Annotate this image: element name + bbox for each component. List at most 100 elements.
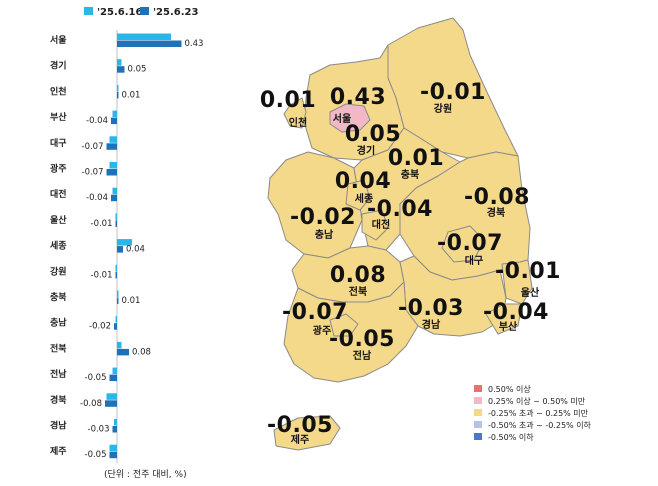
category-label: 광주	[50, 163, 67, 175]
bar	[117, 246, 123, 253]
bar	[115, 271, 117, 279]
region-seoul	[329, 103, 371, 133]
map-legend-label: -0.50% 초과 ~ -0.25% 이하	[488, 420, 592, 430]
data-label: -0.04	[86, 193, 108, 203]
region-value-ulsan: -0.01	[495, 259, 561, 284]
data-label: -0.05	[85, 450, 107, 460]
region-name-jeonbuk: 전북	[349, 285, 367, 298]
region-gwangju	[329, 313, 359, 337]
bar	[111, 194, 117, 202]
region-busan	[485, 303, 523, 335]
region-name-busan: 부산	[499, 320, 518, 333]
region-name-chungnam: 충남	[315, 228, 334, 241]
bar	[106, 169, 117, 176]
bar	[117, 290, 119, 297]
region-jeju	[273, 415, 341, 451]
region-name-gyeongnam: 경남	[422, 318, 441, 331]
data-label: -0.01	[91, 270, 113, 280]
bar	[105, 400, 117, 407]
regional-bar-chart: '25.6.16 '25.6.23 서울 0.43 경기 0.05 인천 0.01 부산 -0.0…	[50, 7, 204, 464]
region-value-jeonbuk: 0.08	[330, 263, 386, 288]
bar	[117, 33, 171, 40]
category-label: 충북	[50, 291, 67, 303]
bar	[106, 393, 117, 400]
bar	[117, 66, 125, 73]
bar	[115, 220, 117, 227]
region-name-ulsan: 울산	[521, 286, 540, 299]
legend-swatch	[140, 7, 149, 15]
bar	[112, 367, 117, 375]
map-legend-label: -0.25% 초과 ~ 0.25% 미만	[488, 409, 589, 418]
region-daegu	[441, 225, 485, 263]
map-legend-label: 0.50% 이상	[488, 384, 531, 394]
data-label: 0.05	[128, 65, 147, 75]
bar	[115, 264, 117, 272]
category-label: 부산	[50, 111, 67, 123]
bar	[117, 239, 132, 246]
category-label: 제주	[50, 445, 67, 457]
bar	[109, 374, 117, 382]
region-value-daegu: -0.07	[437, 231, 503, 256]
bar	[117, 297, 119, 304]
map-legend-swatch	[474, 409, 482, 416]
category-label: 대구	[50, 137, 67, 149]
data-label: 0.01	[122, 90, 141, 100]
bar	[109, 136, 117, 143]
category-label: 강원	[50, 265, 67, 277]
unit-note: (단위 : 전주 대비, %)	[104, 470, 187, 480]
category-label: 대전	[50, 188, 67, 200]
map-legend-swatch	[474, 433, 482, 440]
region-value-daejeon: -0.04	[367, 197, 433, 222]
category-label: 세종	[50, 240, 67, 252]
region-name-jeju: 제주	[291, 433, 309, 446]
region-value-jeju: -0.05	[267, 413, 333, 438]
category-label: 충남	[50, 317, 67, 329]
map-legend-swatch	[474, 397, 482, 404]
data-label: -0.05	[85, 373, 107, 383]
data-label: 0.04	[126, 245, 145, 255]
bar	[117, 59, 122, 66]
data-label: -0.03	[88, 425, 110, 435]
category-label: 인천	[50, 86, 67, 97]
category-label: 전남	[50, 368, 67, 380]
region-sejong	[345, 179, 371, 211]
data-label: -0.04	[86, 116, 108, 126]
region-value-incheon: 0.01	[260, 88, 316, 113]
region-name-daejeon: 대전	[372, 218, 390, 231]
category-label: 전북	[50, 342, 67, 354]
bar	[117, 341, 122, 349]
bar	[109, 444, 117, 452]
bar	[114, 323, 117, 330]
region-value-sejong: 0.04	[335, 169, 391, 194]
data-label: -0.07	[82, 168, 104, 178]
data-label: 0.43	[185, 39, 204, 49]
bar	[109, 451, 117, 459]
region-value-gyeongbuk: -0.08	[464, 185, 530, 210]
region-value-chungnam: -0.02	[290, 205, 356, 230]
region-name-sejong: 세종	[355, 192, 373, 205]
bar	[106, 143, 117, 150]
legend-swatch	[84, 7, 93, 15]
legend-label: '25.6.16	[97, 7, 142, 18]
category-label: 울산	[50, 214, 67, 226]
region-value-gyeonggi: 0.05	[345, 122, 401, 147]
bar	[115, 316, 117, 323]
category-label: 서울	[50, 34, 67, 46]
map-legend-label: -0.50% 이하	[488, 432, 534, 442]
map-legend-swatch	[474, 421, 482, 428]
region-value-chungbuk: 0.01	[388, 146, 444, 171]
map-legend-label: 0.25% 이상 ~ 0.50% 미만	[488, 396, 586, 406]
region-value-seoul: 0.43	[330, 85, 386, 110]
bar	[117, 348, 129, 356]
map-legend-swatch	[474, 385, 482, 392]
region-value-busan: -0.04	[483, 300, 549, 325]
region-daejeon	[361, 209, 389, 241]
region-name-jeonnam: 전남	[353, 349, 372, 362]
bar	[117, 40, 182, 47]
data-label: -0.01	[91, 219, 113, 229]
region-chungnam	[267, 151, 363, 259]
region-name-gyeonggi: 경기	[357, 144, 375, 157]
region-name-daegu: 대구	[465, 254, 483, 267]
region-incheon	[283, 97, 307, 129]
